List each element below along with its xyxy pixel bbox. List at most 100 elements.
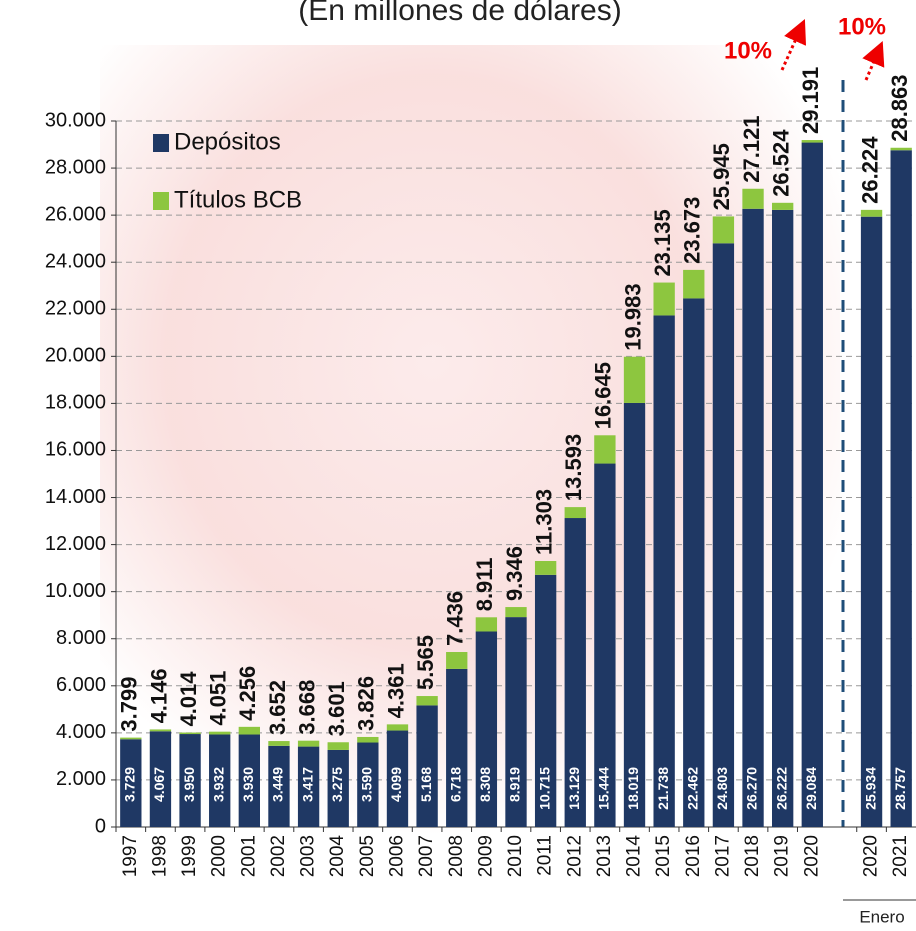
y-tick-label: 16.000 [45, 439, 106, 461]
bar-segment [179, 734, 201, 827]
bar-segment [860, 209, 883, 217]
bar-segment [683, 269, 705, 299]
total-label: 4.051 [206, 671, 231, 726]
y-tick-label: 26.000 [45, 203, 106, 225]
y-tick-label: 28.000 [45, 156, 106, 178]
value-label: 8.919 [507, 767, 523, 802]
x-tick-label: 2017 [712, 835, 733, 877]
x-tick-label: 2010 [505, 835, 526, 877]
bar-segment [594, 435, 616, 464]
arrow [862, 40, 885, 81]
value-label: 3.417 [299, 767, 315, 802]
total-label: 16.645 [591, 362, 616, 429]
bar-segment [268, 745, 290, 827]
bar-segment [712, 243, 735, 827]
total-label: 23.673 [680, 197, 705, 264]
annotation: 10% [724, 37, 772, 64]
bar-segment [386, 724, 409, 731]
x-tick-label: 2006 [386, 835, 407, 877]
annotation: 10% [838, 13, 886, 40]
bar-segment [416, 696, 438, 706]
y-tick-label: 20.000 [45, 345, 106, 367]
x-tick-label: 2002 [268, 835, 289, 877]
value-label: 3.950 [181, 767, 197, 802]
bar-segment [475, 617, 498, 632]
value-label: 3.275 [329, 767, 345, 802]
value-label: 3.932 [210, 767, 226, 802]
bar-segment [712, 216, 735, 244]
bar-segment [327, 749, 349, 827]
total-label: 3.799 [117, 677, 142, 732]
total-label: 7.436 [443, 591, 468, 646]
bar-segment [120, 739, 142, 827]
total-label: 26.524 [768, 129, 793, 197]
bar-segment [564, 518, 586, 827]
x-tick-label: 2008 [446, 835, 467, 877]
bar-segment [297, 740, 320, 747]
x-tick-label: 2020 [801, 835, 822, 877]
bar-segment [860, 216, 883, 828]
y-tick-label: 6.000 [56, 674, 106, 696]
total-label: 23.135 [650, 209, 675, 276]
bar-segment [801, 142, 823, 828]
legend-swatch [153, 134, 169, 152]
bar-segment [890, 147, 912, 151]
y-tick-label: 10.000 [45, 580, 106, 602]
x-tick-label: 2019 [772, 835, 793, 877]
x-tick-label: 2020 [861, 835, 882, 877]
y-tick-label: 24.000 [45, 250, 106, 272]
x-tick-label: 1998 [149, 835, 170, 877]
total-label: 3.601 [324, 681, 349, 736]
bar-segment [238, 726, 260, 735]
bar-segment [653, 282, 675, 316]
value-label: 28.757 [892, 767, 908, 810]
bar-segment [742, 188, 764, 209]
total-label: 19.983 [620, 283, 645, 350]
x-tick-label: 2000 [209, 835, 230, 877]
value-label: 5.168 [418, 767, 434, 802]
x-tick-label: 2005 [357, 835, 378, 877]
bar-segment [357, 736, 379, 743]
x-tick-label: 2014 [624, 835, 645, 878]
total-label: 4.256 [235, 666, 260, 721]
x-tick-label: 2013 [594, 835, 615, 877]
x-tick-label: 1999 [179, 835, 200, 877]
bar-segment [120, 737, 142, 740]
bar-segment [772, 209, 794, 827]
bar-segment [446, 652, 468, 669]
y-tick-label: 2.000 [56, 768, 106, 790]
value-label: 21.738 [655, 767, 671, 810]
total-label: 26.224 [857, 136, 882, 204]
value-label: 10.715 [536, 767, 552, 810]
total-label: 28.863 [887, 74, 912, 141]
x-tick-label: 2003 [298, 835, 319, 877]
bar-segment [683, 298, 705, 827]
x-tick-label: 2009 [475, 835, 496, 877]
x-tick-label: 2004 [327, 835, 348, 878]
value-label: 6.718 [447, 767, 463, 802]
value-label: 3.590 [359, 767, 375, 802]
value-label: 3.930 [240, 767, 256, 802]
total-label: 3.668 [294, 680, 319, 735]
bar-segment [742, 208, 764, 828]
bar-segment [446, 668, 468, 827]
bar-segment [475, 631, 498, 827]
x-tick-label: 2007 [416, 835, 437, 877]
bar-segment [653, 315, 675, 827]
arrow [780, 19, 807, 71]
total-label: 3.826 [354, 676, 379, 731]
total-label: 29.191 [798, 67, 823, 134]
bar-segment [268, 741, 290, 746]
x-tick-label: 2016 [683, 835, 704, 877]
total-label: 27.121 [739, 115, 764, 182]
legend-label: Títulos BCB [174, 186, 302, 213]
bar-segment [505, 607, 527, 618]
y-tick-label: 0 [95, 815, 106, 837]
total-label: 4.014 [176, 671, 201, 727]
total-label: 3.652 [265, 680, 290, 735]
y-tick-label: 12.000 [45, 533, 106, 555]
x-tick-label: 2018 [742, 835, 763, 877]
value-label: 22.462 [684, 767, 700, 810]
x-tick-label: 2012 [564, 835, 585, 877]
bar-segment [416, 705, 438, 827]
